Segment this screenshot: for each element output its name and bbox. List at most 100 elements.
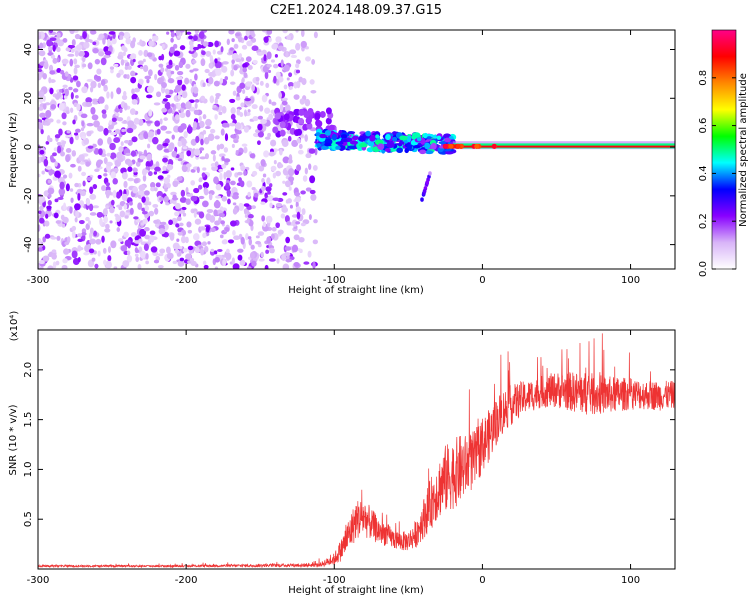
heatmap-cell: [245, 30, 250, 37]
heatmap-cell: [109, 131, 117, 136]
heatmap-cell: [192, 86, 199, 94]
heatmap-cell: [189, 79, 193, 84]
heatmap-cell: [38, 31, 42, 36]
heatmap-cell: [82, 56, 86, 63]
heatmap-cell: [174, 211, 180, 217]
heatmap-cell: [174, 64, 180, 71]
heatmap-cell: [170, 31, 175, 38]
heatmap-cell: [304, 134, 308, 142]
heatmap-cell: [226, 189, 232, 196]
heatmap-cell: [101, 185, 107, 192]
heatmap-cell: [320, 145, 329, 150]
heatmap-cell: [202, 232, 207, 239]
heatmap-cell: [177, 260, 185, 267]
heatmap-cell: [264, 136, 271, 140]
heatmap-cell: [70, 48, 75, 53]
heatmap-cell: [166, 252, 174, 260]
heatmap-cell: [60, 151, 65, 157]
heatmap-cell: [166, 163, 174, 171]
heatmap-cell: [158, 55, 163, 61]
heatmap-cell: [171, 150, 177, 158]
snr-y-multiplier: (x10⁴): [9, 311, 20, 342]
heatmap-cell: [252, 59, 258, 65]
heatmap-cell: [131, 93, 138, 101]
heatmap-cell: [244, 35, 248, 41]
heatmap-cell: [182, 247, 188, 253]
heatmap-cell: [109, 142, 116, 151]
heatmap-cell: [215, 195, 222, 199]
heatmap-cell: [243, 170, 247, 176]
heatmap-cell: [194, 73, 198, 81]
heatmap-cell: [275, 36, 282, 43]
heatmap-cell: [117, 54, 124, 60]
heatmap-cell: [230, 69, 235, 77]
heatmap-cell: [75, 128, 81, 133]
heatmap-cell: [201, 241, 207, 247]
heatmap-cell: [237, 111, 242, 115]
heatmap-cell: [130, 53, 137, 60]
heatmap-cell: [287, 158, 293, 164]
heatmap-cell: [265, 186, 272, 192]
heatmap-cell: [82, 63, 87, 68]
heatmap-cell: [143, 64, 149, 73]
heatmap-cell: [247, 214, 254, 219]
heatmap-cell: [52, 57, 58, 64]
heatmap-cell: [300, 222, 306, 227]
heatmap-cell: [249, 251, 255, 260]
heatmap-cell: [80, 127, 85, 132]
heatmap-cell: [130, 150, 137, 157]
heatmap-cell: [85, 37, 90, 43]
heatmap-cell: [218, 213, 225, 218]
heatmap-cell: [137, 60, 144, 66]
heatmap-cell: [331, 133, 337, 141]
heatmap-cell: [270, 139, 277, 147]
heatmap-cell: [291, 139, 299, 148]
heatmap-cell: [42, 95, 46, 102]
heatmap-cell: [256, 51, 264, 56]
heatmap-cell: [38, 106, 44, 111]
heatmap-cell: [79, 161, 86, 165]
heatmap-cell: [244, 97, 251, 102]
heatmap-cell: [227, 198, 231, 205]
heatmap-cell: [181, 91, 188, 99]
heatmap-cell: [81, 120, 85, 127]
heatmap-cell: [38, 224, 41, 232]
colorbar-label: Normalized spectral amplitude: [738, 73, 749, 227]
heatmap-cell: [87, 243, 91, 249]
colorbar-tick-label: 0.4: [698, 165, 709, 181]
heatmap-cell: [112, 190, 117, 199]
heatmap-cell: [153, 102, 161, 106]
heatmap-cell: [56, 141, 62, 146]
snr-x-axis: -300 -200 -100 0 100: [27, 330, 640, 586]
heatmap-cell: [341, 138, 348, 143]
heatmap-cell: [251, 104, 258, 110]
heatmap-cell: [110, 199, 115, 206]
heatmap-cell: [102, 208, 108, 216]
heatmap-cell: [234, 32, 241, 37]
heatmap-cell: [284, 215, 290, 223]
heatmap-cell: [305, 187, 312, 192]
heatmap-cell: [352, 135, 359, 141]
heatmap-cell: [260, 118, 267, 125]
heatmap-cell: [214, 113, 218, 120]
heatmap-cell: [236, 171, 243, 176]
heatmap-cell: [101, 109, 107, 114]
heatmap-cell: [162, 157, 168, 163]
heatmap-cell: [281, 139, 289, 148]
heatmap-cell: [259, 80, 264, 86]
heatmap-cell: [214, 256, 220, 263]
heatmap-cell: [53, 147, 58, 152]
heatmap-cell: [73, 58, 78, 65]
heatmap-cell: [146, 85, 154, 94]
heatmap-cell: [232, 90, 237, 96]
heatmap-cell: [166, 31, 170, 35]
heatmap-cell: [208, 193, 213, 201]
heatmap-cell: [448, 143, 454, 149]
heatmap-cell: [76, 80, 81, 88]
heatmap-cell: [200, 58, 206, 67]
heatmap-cell: [205, 225, 210, 233]
heatmap-cell: [192, 35, 198, 42]
heatmap-cell: [110, 68, 114, 74]
heatmap-cell: [224, 133, 229, 142]
heatmap-cell: [237, 248, 244, 253]
